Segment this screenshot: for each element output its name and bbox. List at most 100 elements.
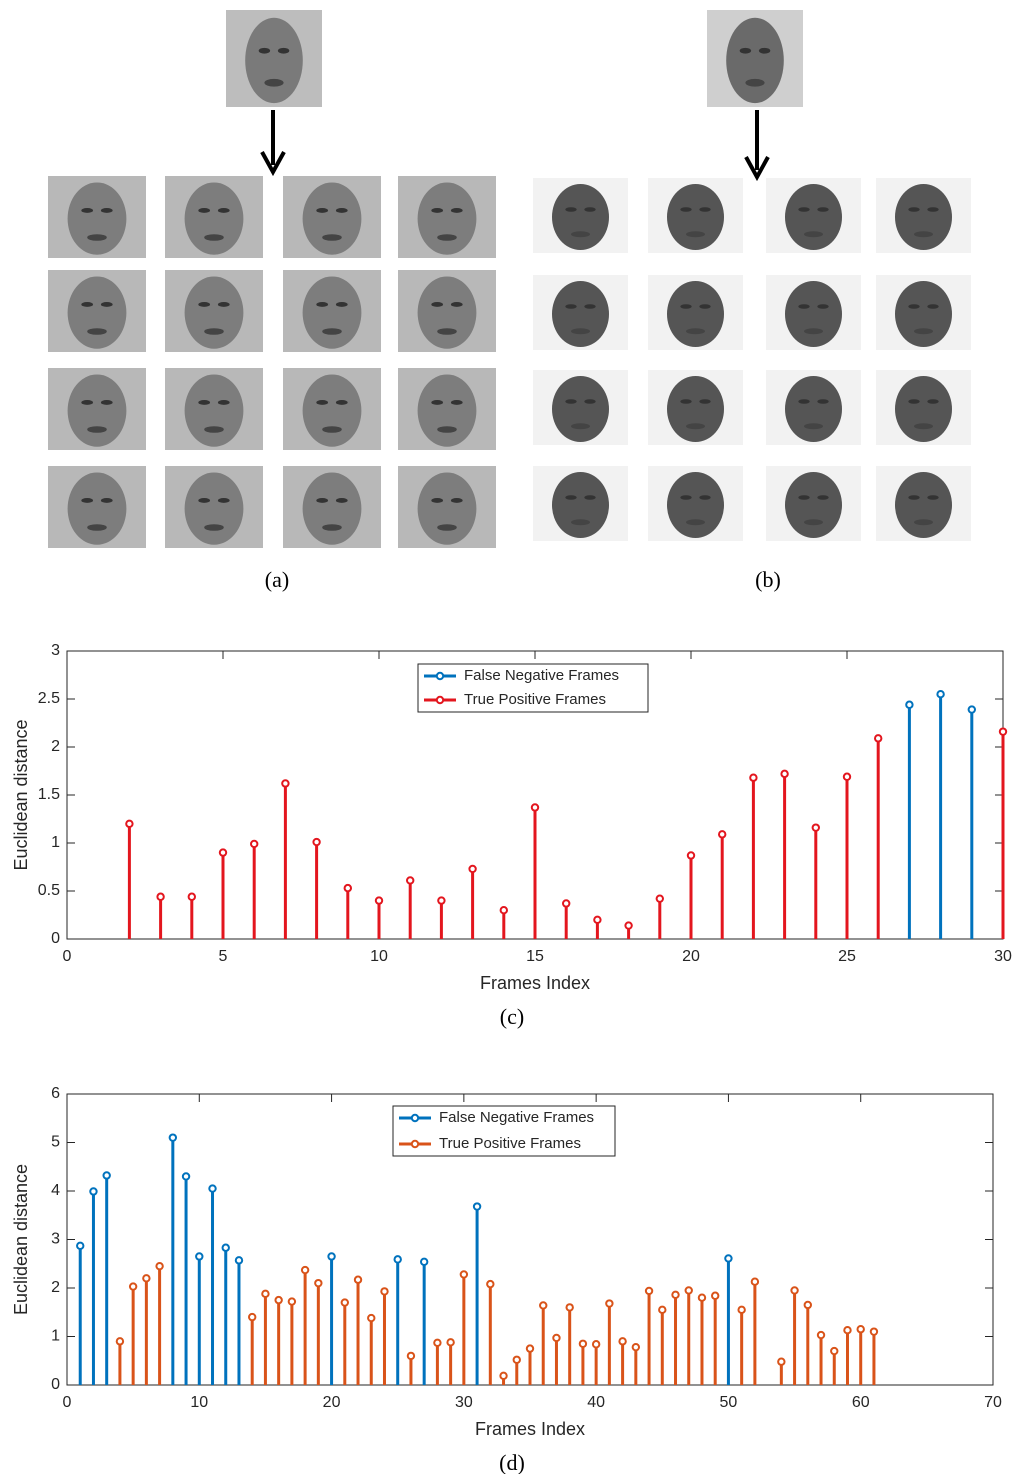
- panel-caption: (a): [265, 567, 289, 592]
- stem: [155, 1261, 164, 1385]
- stem: [777, 1357, 786, 1385]
- eye: [81, 399, 94, 405]
- y-tick-label: 3: [51, 642, 60, 659]
- face: [245, 17, 303, 104]
- stem-marker: [655, 894, 664, 903]
- face: [302, 472, 362, 545]
- eye: [431, 207, 444, 213]
- stem: [287, 1297, 297, 1385]
- mouth: [204, 234, 224, 241]
- stem-marker: [221, 1243, 230, 1252]
- eye: [927, 399, 939, 404]
- mouth: [87, 426, 107, 433]
- stem: [936, 690, 945, 939]
- legend-label: True Positive Frames: [464, 691, 606, 708]
- stem-marker: [790, 1286, 799, 1295]
- stem: [750, 1277, 760, 1385]
- stem: [234, 1256, 244, 1385]
- x-tick-label: 20: [682, 948, 700, 965]
- face-photo: [533, 178, 628, 253]
- x-tick-label: 25: [838, 948, 856, 965]
- stem-marker: [208, 1184, 217, 1193]
- stem-marker: [843, 1325, 852, 1335]
- stem: [803, 1300, 812, 1385]
- stem-marker: [512, 1355, 521, 1364]
- eye: [431, 497, 444, 503]
- legend-marker: [410, 1139, 420, 1149]
- stem: [102, 1171, 111, 1385]
- eye: [565, 495, 577, 500]
- face-photo: [398, 270, 496, 352]
- eye: [817, 207, 829, 212]
- stem: [998, 727, 1008, 939]
- face-photo: [766, 466, 861, 541]
- face: [184, 472, 244, 545]
- eye: [584, 399, 596, 404]
- stem: [221, 1243, 230, 1385]
- stem: [552, 1333, 561, 1385]
- face: [895, 376, 952, 442]
- y-tick-label: 4: [51, 1182, 60, 1199]
- stem: [187, 892, 197, 939]
- face-photo: [648, 466, 743, 541]
- y-tick-label: 1: [51, 1328, 60, 1345]
- eye: [680, 304, 692, 309]
- stem-marker: [724, 1254, 733, 1263]
- stem-marker: [128, 1282, 138, 1291]
- stem-marker: [905, 700, 914, 709]
- stem: [393, 1255, 402, 1385]
- eye: [217, 301, 230, 307]
- y-tick-label: 1.5: [38, 786, 60, 803]
- face-photo: [648, 370, 743, 445]
- eye: [680, 399, 692, 404]
- stem: [843, 1325, 852, 1385]
- eye: [565, 399, 577, 404]
- x-axis-label: Frames Index: [480, 973, 590, 993]
- x-tick-label: 10: [370, 948, 388, 965]
- stem: [446, 1338, 455, 1385]
- stem: [512, 1355, 521, 1385]
- stem-marker: [459, 1270, 469, 1279]
- eye: [258, 47, 271, 54]
- y-tick-label: 2: [51, 738, 60, 755]
- mouth: [571, 423, 590, 430]
- mouth: [87, 524, 107, 531]
- face-photo: [48, 466, 146, 548]
- stem: [724, 1254, 733, 1385]
- face: [552, 281, 609, 347]
- eye: [927, 207, 939, 212]
- face: [67, 276, 127, 349]
- stem-marker: [300, 1265, 310, 1275]
- stem-marker: [618, 1337, 627, 1346]
- stem-marker: [156, 892, 165, 901]
- stem: [737, 1305, 746, 1385]
- eye: [100, 399, 113, 405]
- stem-marker: [486, 1279, 495, 1289]
- stem-marker: [530, 803, 540, 812]
- eye: [817, 495, 829, 500]
- x-tick-label: 50: [720, 1394, 738, 1411]
- face: [726, 17, 784, 104]
- eye: [584, 207, 596, 212]
- stem-marker: [711, 1291, 720, 1300]
- face-photo: [876, 178, 971, 253]
- stem-marker: [842, 772, 852, 781]
- eye: [335, 301, 348, 307]
- stem: [181, 1172, 191, 1385]
- stem: [89, 1187, 98, 1385]
- stem-marker: [374, 896, 384, 905]
- mouth: [914, 231, 933, 238]
- stem: [343, 883, 352, 939]
- legend-box: [417, 663, 649, 713]
- y-tick-label: 5: [51, 1134, 60, 1151]
- stem-marker: [967, 705, 976, 714]
- eye: [908, 495, 920, 500]
- stem-marker: [562, 899, 571, 908]
- stem: [697, 1293, 707, 1385]
- stem: [327, 1252, 336, 1385]
- eye: [584, 495, 596, 500]
- face: [302, 182, 362, 255]
- stem: [869, 1327, 879, 1385]
- mouth: [437, 524, 457, 531]
- face-photo: [766, 178, 861, 253]
